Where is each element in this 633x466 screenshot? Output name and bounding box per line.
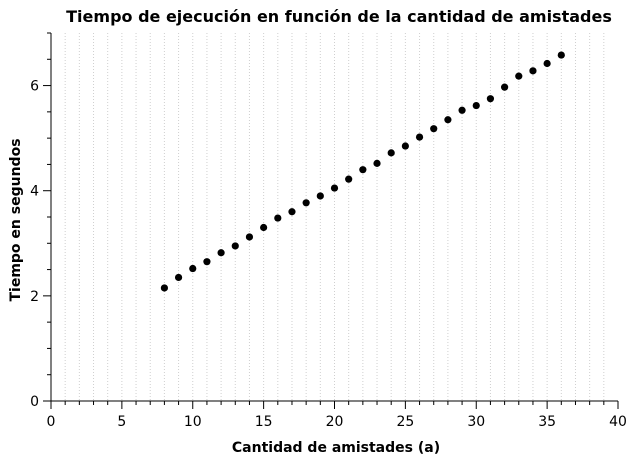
data-point: [316, 192, 324, 200]
data-point: [458, 106, 466, 114]
data-point: [529, 67, 537, 75]
data-point: [189, 264, 197, 273]
y-tick-label: 2: [30, 289, 39, 305]
data-point: [203, 258, 211, 266]
y-tick-label: 0: [30, 394, 39, 410]
x-axis-label: Cantidad de amistades (a): [232, 440, 440, 456]
data-point: [245, 233, 254, 241]
x-tick-label: 35: [538, 414, 556, 430]
y-ticks: 0 2 4 6: [30, 32, 51, 410]
data-point: [217, 249, 225, 257]
data-point: [430, 125, 438, 133]
y-tick-label: 6: [30, 79, 39, 95]
data-point: [345, 175, 353, 183]
x-tick-label: 5: [117, 414, 126, 430]
x-ticks: 0 5 10 15 20 25 30 35 40: [47, 401, 627, 430]
x-tick-label: 30: [467, 414, 485, 430]
data-point: [260, 223, 268, 232]
x-tick-label: 40: [609, 414, 627, 430]
data-point: [444, 116, 452, 124]
data-point: [274, 214, 282, 222]
data-point: [330, 184, 339, 192]
data-point: [387, 149, 395, 157]
data-point: [401, 142, 409, 150]
data-point: [231, 242, 239, 250]
data-point: [160, 284, 168, 292]
x-tick-label: 15: [255, 414, 273, 430]
data-point: [288, 208, 296, 216]
data-point: [302, 199, 310, 207]
x-tick-label: 0: [47, 414, 56, 430]
data-point: [486, 95, 495, 103]
x-tick-label: 10: [184, 414, 202, 430]
data-points: [160, 51, 565, 292]
data-point: [557, 51, 565, 59]
y-axis-label: Tiempo en segundos: [8, 138, 24, 301]
data-point: [543, 59, 551, 68]
data-point: [359, 166, 367, 174]
x-tick-label: 20: [326, 414, 344, 430]
data-point: [415, 133, 424, 141]
data-point: [373, 159, 381, 167]
data-point: [501, 83, 509, 91]
x-tick-label: 25: [396, 414, 414, 430]
data-point: [515, 72, 523, 80]
grid: [64, 33, 605, 401]
y-tick-label: 4: [30, 184, 39, 200]
data-point: [174, 273, 183, 282]
chart-title: Tiempo de ejecución en función de la can…: [66, 7, 612, 26]
data-point: [472, 101, 480, 110]
